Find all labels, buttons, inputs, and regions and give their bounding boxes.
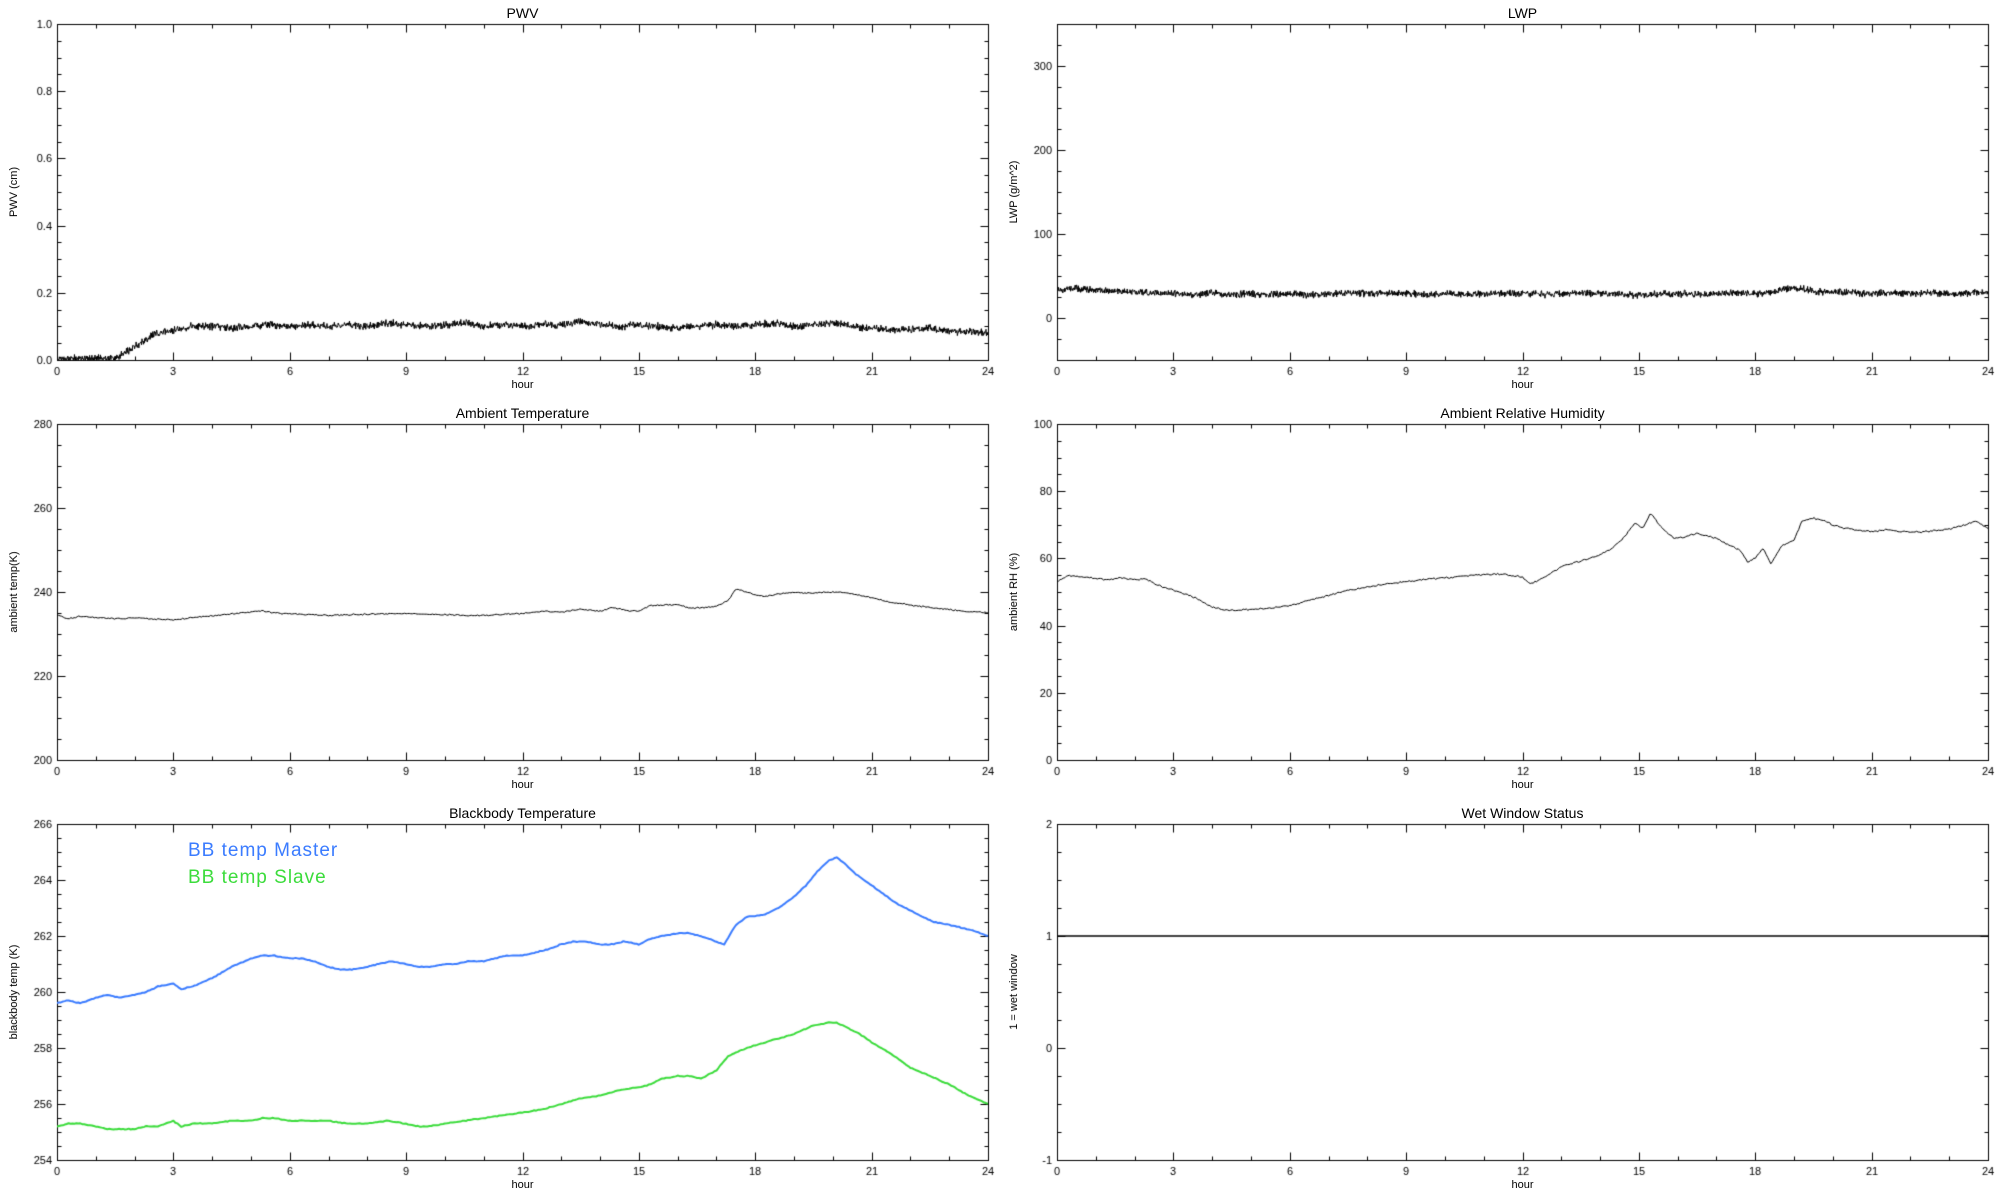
ambient-rh-chart-title: Ambient Relative Humidity [1440,405,1605,421]
wet-window-status-chart [1000,800,2000,1200]
ambient-temperature-x-axis-label: hour [511,779,534,791]
ambient-rh-chart [1000,400,2000,800]
lwp-chart-title: LWP [1507,5,1538,21]
wet-window-status-x-axis-label: hour [1511,1179,1534,1191]
panel-ambient-temperature: Ambient Temperature hour ambient temp(K) [0,400,1000,800]
panel-blackbody-temperature: Blackbody Temperature hour blackbody tem… [0,800,1000,1200]
lwp-y-axis-label: LWP (g/m^2) [1008,160,1020,224]
pwv-chart [0,0,1000,400]
pwv-y-axis-label: PWV (cm) [8,166,20,218]
panel-ambient-relative-humidity: Ambient Relative Humidity hour ambient R… [1000,400,2000,800]
ambient-temperature-chart [0,400,1000,800]
panel-wet-window-status: Wet Window Status hour 1 = wet window [1000,800,2000,1200]
blackbody-temperature-chart [0,800,1000,1200]
legend-bb-temp-master: BB temp Master [188,840,339,861]
pwv-x-axis-label: hour [511,379,534,391]
legend-bb-temp-slave: BB temp Slave [188,867,327,888]
ambient-rh-y-axis-label: ambient RH (%) [1008,552,1020,632]
blackbody-temperature-chart-title: Blackbody Temperature [449,805,596,821]
ambient-temperature-y-axis-label: ambient temp(K) [8,551,20,633]
lwp-x-axis-label: hour [1511,379,1534,391]
wet-window-status-chart-title: Wet Window Status [1461,805,1584,821]
panel-lwp: LWP hour LWP (g/m^2) [1000,0,2000,400]
pwv-chart-title: PWV [506,5,539,21]
ambient-rh-x-axis-label: hour [1511,779,1534,791]
blackbody-temperature-y-axis-label: blackbody temp (K) [8,944,20,1040]
wet-window-status-y-axis-label: 1 = wet window [1008,954,1020,1030]
blackbody-temperature-x-axis-label: hour [511,1179,534,1191]
ambient-temperature-chart-title: Ambient Temperature [455,405,590,421]
lwp-chart [1000,0,2000,400]
panel-pwv: PWV hour PWV (cm) [0,0,1000,400]
